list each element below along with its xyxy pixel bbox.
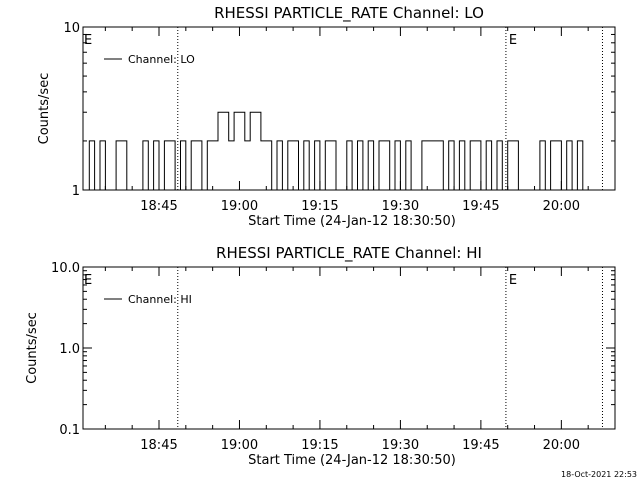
chart1-ytick-label: 1	[72, 184, 80, 199]
chart2-xtick-label: 20:00	[543, 438, 580, 453]
chart2-title: RHESSI PARTICLE_RATE Channel: HI	[216, 244, 482, 263]
chart2-xtick-label: 19:15	[301, 438, 338, 453]
chart1-legend-label: Channel: LO	[128, 53, 195, 66]
chart2-plot-frame	[82, 266, 616, 430]
chart2-xtick-label: 18:45	[140, 438, 177, 453]
chart2-xtick-label: 19:45	[462, 438, 499, 453]
chart2-xtick-label: 19:00	[221, 438, 258, 453]
chart1-event-marker-label: E	[509, 33, 517, 48]
chart2-legend-label: Channel: HI	[128, 293, 192, 306]
chart1-xtick-label: 19:30	[382, 199, 419, 214]
chart2-ytick-label: 10.0	[51, 261, 80, 276]
chart1-edge-label: E	[84, 33, 92, 48]
chart2-edge-label: E	[84, 273, 92, 288]
chart2-ylabel: Counts/sec	[25, 312, 40, 384]
chart1-xtick-label: 19:00	[221, 199, 258, 214]
chart2-xlabel: Start Time (24-Jan-12 18:30:50)	[248, 453, 456, 468]
chart1-xtick-label: 20:00	[543, 199, 580, 214]
chart1-xtick-label: 19:45	[462, 199, 499, 214]
chart1-xtick-label: 19:15	[301, 199, 338, 214]
chart1-ylabel: Counts/sec	[37, 73, 52, 145]
chart1-ytick-label: 10	[63, 21, 80, 36]
chart2-event-marker-label: E	[509, 273, 517, 288]
footer-timestamp: 18-Oct-2021 22:53	[561, 470, 637, 479]
chart1-xlabel: Start Time (24-Jan-12 18:30:50)	[248, 214, 456, 229]
chart2-ytick-label: 0.1	[59, 423, 80, 438]
chart2-ytick-label: 1.0	[59, 342, 80, 357]
chart1-title: RHESSI PARTICLE_RATE Channel: LO	[214, 4, 484, 23]
chart2-xtick-label: 19:30	[382, 438, 419, 453]
chart1-xtick-label: 18:45	[140, 199, 177, 214]
chart1-plot-frame	[82, 26, 616, 191]
chart1-series-line	[83, 111, 590, 191]
